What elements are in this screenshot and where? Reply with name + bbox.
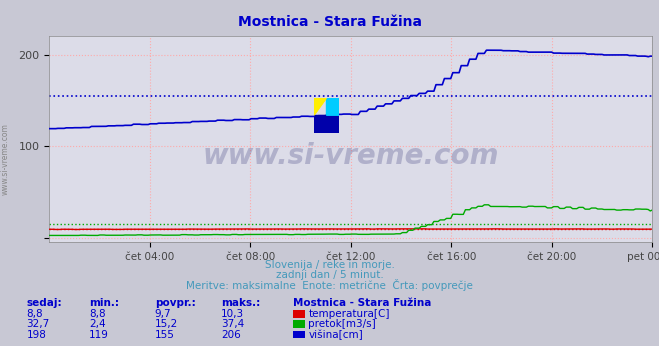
Text: Slovenija / reke in morje.: Slovenija / reke in morje.	[264, 260, 395, 270]
Text: 9,7: 9,7	[155, 309, 171, 319]
Text: 119: 119	[89, 330, 109, 339]
Text: 15,2: 15,2	[155, 319, 178, 329]
Text: 37,4: 37,4	[221, 319, 244, 329]
Polygon shape	[314, 115, 339, 133]
Text: Mostnica - Stara Fužina: Mostnica - Stara Fužina	[293, 298, 432, 308]
Text: www.si-vreme.com: www.si-vreme.com	[1, 123, 10, 195]
Text: 155: 155	[155, 330, 175, 339]
Text: www.si-vreme.com: www.si-vreme.com	[203, 142, 499, 170]
Text: sedaj:: sedaj:	[26, 298, 62, 308]
Polygon shape	[326, 98, 339, 115]
Text: višina[cm]: višina[cm]	[308, 329, 363, 340]
Polygon shape	[314, 98, 326, 115]
Text: pretok[m3/s]: pretok[m3/s]	[308, 319, 376, 329]
Text: zadnji dan / 5 minut.: zadnji dan / 5 minut.	[275, 270, 384, 280]
Text: maks.:: maks.:	[221, 298, 260, 308]
Text: 32,7: 32,7	[26, 319, 49, 329]
Text: 2,4: 2,4	[89, 319, 105, 329]
Text: temperatura[C]: temperatura[C]	[308, 309, 390, 319]
Text: Meritve: maksimalne  Enote: metrične  Črta: povprečje: Meritve: maksimalne Enote: metrične Črta…	[186, 280, 473, 291]
Polygon shape	[326, 98, 339, 115]
Text: 8,8: 8,8	[89, 309, 105, 319]
Text: 206: 206	[221, 330, 241, 339]
Text: 198: 198	[26, 330, 46, 339]
Text: Mostnica - Stara Fužina: Mostnica - Stara Fužina	[237, 16, 422, 29]
Text: min.:: min.:	[89, 298, 119, 308]
Text: 10,3: 10,3	[221, 309, 244, 319]
Text: povpr.:: povpr.:	[155, 298, 196, 308]
Text: 8,8: 8,8	[26, 309, 43, 319]
Polygon shape	[314, 98, 326, 115]
